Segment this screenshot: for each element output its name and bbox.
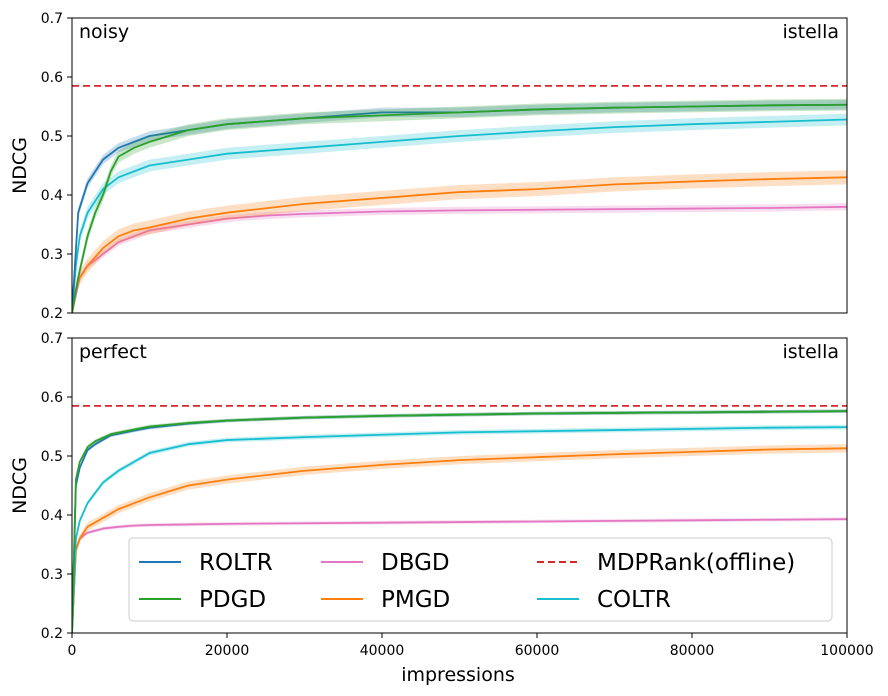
top-panel: 0.2 0.3 0.4 0.5 0.6 0.7 NDCG noisy istella <box>9 11 848 322</box>
y-tick-label: 0.7 <box>41 331 63 347</box>
series-line-pdgd <box>72 410 847 633</box>
y-tick-label: 0.5 <box>41 449 63 465</box>
legend-box <box>128 537 833 622</box>
y-tick-label: 0.3 <box>41 247 63 263</box>
series-line-pmgd <box>72 176 847 313</box>
y-tick-label: 0.2 <box>41 306 63 322</box>
y-axis-label: NDCG <box>9 457 31 514</box>
y-tick-label: 0.4 <box>41 508 63 524</box>
x-tick-label: 80000 <box>670 643 715 659</box>
series-line-coltr <box>72 118 847 313</box>
legend: ROLTR PDGD DBGD PMGD MDPRank(offline) COLTR <box>128 537 833 622</box>
y-tick-label: 0.4 <box>41 188 63 204</box>
series-line-coltr <box>72 426 847 633</box>
y-tick-label: 0.7 <box>41 11 63 27</box>
x-axis-label: impressions <box>401 664 515 686</box>
plot-area <box>72 404 847 633</box>
y-tick-label: 0.6 <box>41 70 63 86</box>
legend-label-dbgd: DBGD <box>381 550 450 576</box>
condition-label: perfect <box>79 341 147 363</box>
legend-label-mdprank-offline: MDPRank(offline) <box>597 550 795 576</box>
y-tick-label: 0.2 <box>41 626 63 642</box>
axes-frame <box>71 337 848 634</box>
y-axis-label: NDCG <box>9 137 31 194</box>
x-tick-label: 20000 <box>205 643 250 659</box>
x-tick-label: 0 <box>68 643 77 659</box>
axes-frame <box>71 17 848 314</box>
band-pmgd <box>72 170 847 313</box>
x-tick-label: 60000 <box>515 643 560 659</box>
dataset-label: istella <box>782 21 839 43</box>
plot-area <box>72 84 847 313</box>
legend-label-pmgd: PMGD <box>381 587 450 613</box>
legend-label-coltr: COLTR <box>597 587 671 613</box>
y-tick-label: 0.5 <box>41 129 63 145</box>
legend-label-roltr: ROLTR <box>199 550 273 576</box>
y-tick-label: 0.3 <box>41 567 63 583</box>
legend-label-pdgd: PDGD <box>199 587 266 613</box>
dataset-label: istella <box>782 341 839 363</box>
series-line-pmgd <box>72 447 847 633</box>
condition-label: noisy <box>79 21 129 43</box>
series-line-dbgd <box>72 518 847 633</box>
x-tick-label: 40000 <box>360 643 405 659</box>
y-tick-label: 0.6 <box>41 390 63 406</box>
bottom-panel: 0.2 0.3 0.4 0.5 0.6 0.7 NDCG perfect istella 0 200… <box>9 331 874 659</box>
series-line-pdgd <box>72 103 847 313</box>
x-tick-label: 100000 <box>820 643 873 659</box>
